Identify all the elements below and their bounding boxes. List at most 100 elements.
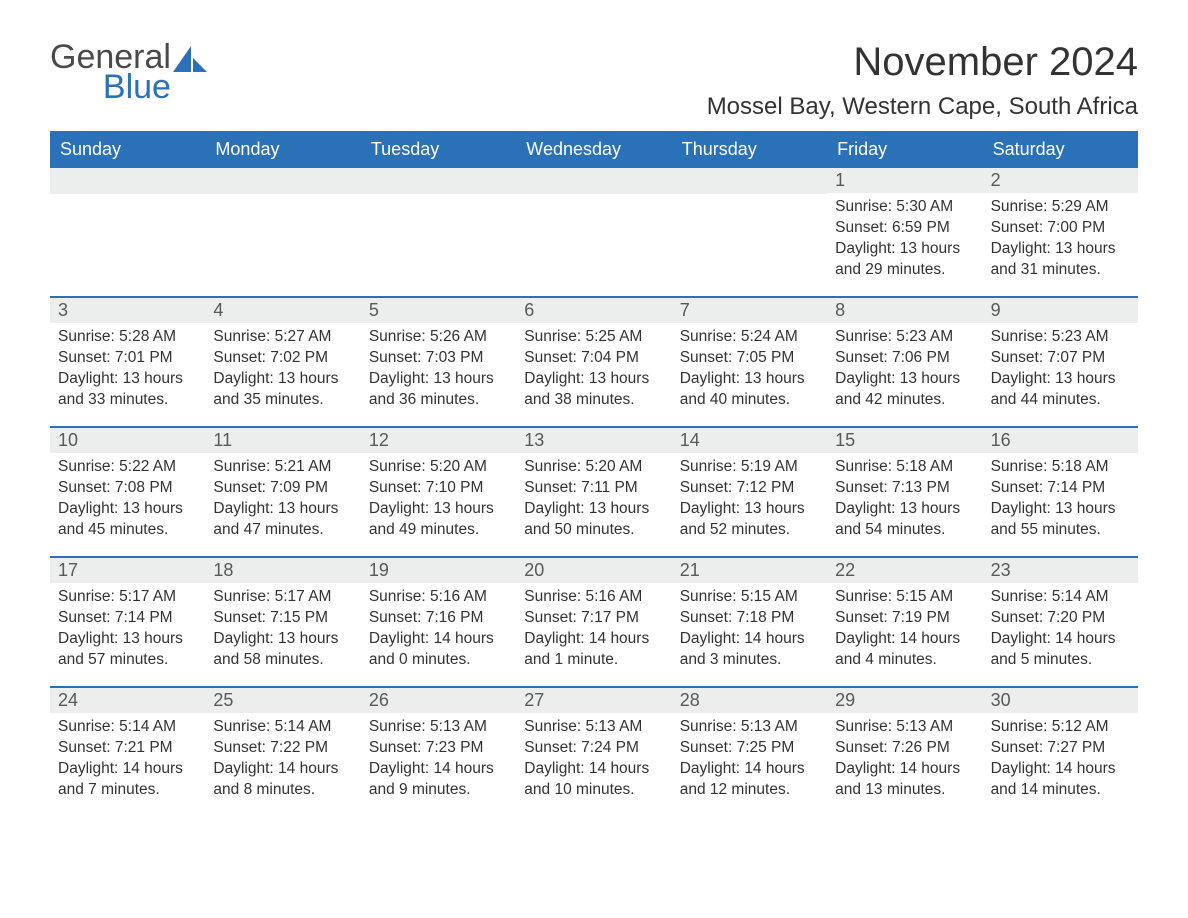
day-number: 11	[205, 428, 360, 453]
sunrise-text: Sunrise: 5:22 AM	[58, 457, 197, 478]
title-block: November 2024 Mossel Bay, Western Cape, …	[707, 40, 1138, 131]
day-number: 13	[516, 428, 671, 453]
day-number	[672, 168, 827, 194]
day-number	[516, 168, 671, 194]
day-number: 27	[516, 688, 671, 713]
day-cell: 5 Sunrise: 5:26 AMSunset: 7:03 PMDaylight…	[361, 298, 516, 426]
dow-cell: Wednesday	[516, 131, 671, 168]
sunset-text: Sunset: 7:20 PM	[991, 608, 1130, 629]
sunset-text: Sunset: 7:11 PM	[524, 478, 663, 499]
daylight-text: Daylight: 14 hours and 1 minute.	[524, 629, 663, 671]
sunset-text: Sunset: 7:12 PM	[680, 478, 819, 499]
daylight-text: Daylight: 14 hours and 4 minutes.	[835, 629, 974, 671]
sunrise-text: Sunrise: 5:24 AM	[680, 327, 819, 348]
daylight-text: Daylight: 14 hours and 12 minutes.	[680, 759, 819, 801]
daylight-text: Daylight: 14 hours and 9 minutes.	[369, 759, 508, 801]
month-year: November 2024	[707, 40, 1138, 85]
day-details: Sunrise: 5:17 AMSunset: 7:14 PMDaylight:…	[50, 583, 205, 679]
sunrise-text: Sunrise: 5:13 AM	[680, 717, 819, 738]
day-details: Sunrise: 5:13 AMSunset: 7:24 PMDaylight:…	[516, 713, 671, 809]
day-cell: 22Sunrise: 5:15 AMSunset: 7:19 PMDayligh…	[827, 558, 982, 686]
sunrise-text: Sunrise: 5:26 AM	[369, 327, 508, 348]
week-row: 3Sunrise: 5:28 AMSunset: 7:01 PMDaylight…	[50, 296, 1138, 426]
sunrise-text: Sunrise: 5:15 AM	[680, 587, 819, 608]
day-number: 25	[205, 688, 360, 713]
location: Mossel Bay, Western Cape, South Africa	[707, 93, 1138, 121]
sail-icon	[173, 46, 207, 72]
sunset-text: Sunset: 6:59 PM	[835, 218, 974, 239]
daylight-text: Daylight: 13 hours and 33 minutes.	[58, 369, 197, 411]
daylight-text: Daylight: 13 hours and 58 minutes.	[213, 629, 352, 671]
sunset-text: Sunset: 7:21 PM	[58, 738, 197, 759]
day-details: Sunrise: 5:25 AMSunset: 7:04 PMDaylight:…	[516, 323, 671, 419]
week-row: 10Sunrise: 5:22 AMSunset: 7:08 PMDayligh…	[50, 426, 1138, 556]
day-details: Sunrise: 5:14 AMSunset: 7:21 PMDaylight:…	[50, 713, 205, 809]
sunset-text: Sunset: 7:15 PM	[213, 608, 352, 629]
week-row: 1Sunrise: 5:30 AMSunset: 6:59 PMDaylight…	[50, 168, 1138, 296]
day-cell: 23Sunrise: 5:14 AMSunset: 7:20 PMDayligh…	[983, 558, 1138, 686]
header: General Blue November 2024 Mossel Bay, W…	[50, 40, 1138, 131]
daylight-text: Daylight: 14 hours and 13 minutes.	[835, 759, 974, 801]
day-details: Sunrise: 5:14 AMSunset: 7:22 PMDaylight:…	[205, 713, 360, 809]
dow-cell: Saturday	[983, 131, 1138, 168]
daylight-text: Daylight: 14 hours and 14 minutes.	[991, 759, 1130, 801]
day-cell	[205, 168, 360, 296]
day-number: 20	[516, 558, 671, 583]
sunrise-text: Sunrise: 5:13 AM	[835, 717, 974, 738]
day-cell: 18Sunrise: 5:17 AMSunset: 7:15 PMDayligh…	[205, 558, 360, 686]
day-cell: 24Sunrise: 5:14 AMSunset: 7:21 PMDayligh…	[50, 688, 205, 816]
day-number: 16	[983, 428, 1138, 453]
sunset-text: Sunset: 7:03 PM	[369, 348, 508, 369]
day-details: Sunrise: 5:12 AMSunset: 7:27 PMDaylight:…	[983, 713, 1138, 809]
day-number: 21	[672, 558, 827, 583]
dow-cell: Friday	[827, 131, 982, 168]
sunrise-text: Sunrise: 5:27 AM	[213, 327, 352, 348]
day-number: 29	[827, 688, 982, 713]
daylight-text: Daylight: 13 hours and 45 minutes.	[58, 499, 197, 541]
day-cell: 10Sunrise: 5:22 AMSunset: 7:08 PMDayligh…	[50, 428, 205, 556]
day-details: Sunrise: 5:28 AMSunset: 7:01 PMDaylight:…	[50, 323, 205, 419]
sunrise-text: Sunrise: 5:21 AM	[213, 457, 352, 478]
day-cell: 15Sunrise: 5:18 AMSunset: 7:13 PMDayligh…	[827, 428, 982, 556]
day-number: 18	[205, 558, 360, 583]
daylight-text: Daylight: 13 hours and 50 minutes.	[524, 499, 663, 541]
sunset-text: Sunset: 7:16 PM	[369, 608, 508, 629]
sunrise-text: Sunrise: 5:28 AM	[58, 327, 197, 348]
daylight-text: Daylight: 14 hours and 0 minutes.	[369, 629, 508, 671]
day-details: Sunrise: 5:23 AMSunset: 7:07 PMDaylight:…	[983, 323, 1138, 419]
week-row: 17Sunrise: 5:17 AMSunset: 7:14 PMDayligh…	[50, 556, 1138, 686]
days-of-week-header: SundayMondayTuesdayWednesdayThursdayFrid…	[50, 131, 1138, 168]
day-number: 10	[50, 428, 205, 453]
daylight-text: Daylight: 13 hours and 49 minutes.	[369, 499, 508, 541]
day-number: 8	[827, 298, 982, 323]
day-details: Sunrise: 5:18 AMSunset: 7:14 PMDaylight:…	[983, 453, 1138, 549]
sunrise-text: Sunrise: 5:14 AM	[213, 717, 352, 738]
day-number: 15	[827, 428, 982, 453]
daylight-text: Daylight: 13 hours and 54 minutes.	[835, 499, 974, 541]
sunset-text: Sunset: 7:27 PM	[991, 738, 1130, 759]
day-cell	[516, 168, 671, 296]
day-details: Sunrise: 5:24 AMSunset: 7:05 PMDaylight:…	[672, 323, 827, 419]
daylight-text: Daylight: 14 hours and 5 minutes.	[991, 629, 1130, 671]
daylight-text: Daylight: 13 hours and 31 minutes.	[991, 239, 1130, 281]
sunrise-text: Sunrise: 5:15 AM	[835, 587, 974, 608]
day-details: Sunrise: 5:21 AMSunset: 7:09 PMDaylight:…	[205, 453, 360, 549]
day-cell: 26Sunrise: 5:13 AMSunset: 7:23 PMDayligh…	[361, 688, 516, 816]
sunrise-text: Sunrise: 5:18 AM	[991, 457, 1130, 478]
day-number: 1	[827, 168, 982, 193]
sunrise-text: Sunrise: 5:16 AM	[369, 587, 508, 608]
dow-cell: Tuesday	[361, 131, 516, 168]
daylight-text: Daylight: 14 hours and 8 minutes.	[213, 759, 352, 801]
sunrise-text: Sunrise: 5:20 AM	[369, 457, 508, 478]
day-cell	[50, 168, 205, 296]
day-number: 5	[361, 298, 516, 323]
daylight-text: Daylight: 13 hours and 36 minutes.	[369, 369, 508, 411]
sunrise-text: Sunrise: 5:12 AM	[991, 717, 1130, 738]
daylight-text: Daylight: 14 hours and 7 minutes.	[58, 759, 197, 801]
daylight-text: Daylight: 13 hours and 57 minutes.	[58, 629, 197, 671]
dow-cell: Monday	[205, 131, 360, 168]
sunrise-text: Sunrise: 5:20 AM	[524, 457, 663, 478]
sunset-text: Sunset: 7:14 PM	[991, 478, 1130, 499]
daylight-text: Daylight: 13 hours and 55 minutes.	[991, 499, 1130, 541]
sunrise-text: Sunrise: 5:14 AM	[991, 587, 1130, 608]
